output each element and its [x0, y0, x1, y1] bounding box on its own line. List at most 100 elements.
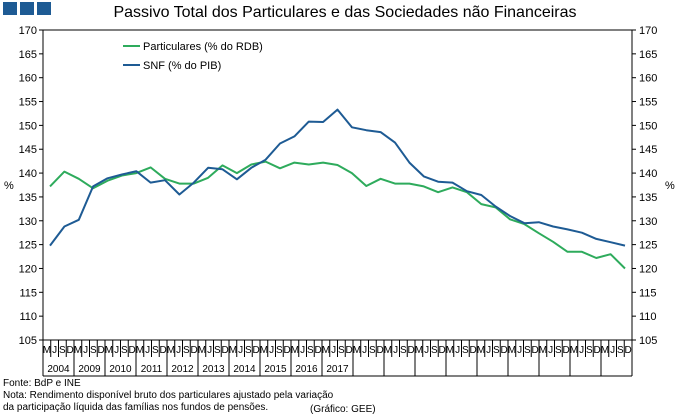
quarter-label: M	[508, 345, 516, 356]
quarter-label: M	[384, 345, 392, 356]
source-note: Fonte: BdP e INE	[3, 378, 81, 389]
quarter-label: S	[121, 345, 128, 356]
quarter-label: D	[160, 345, 167, 356]
y-tick-label-left: 155	[19, 97, 37, 109]
logo-square-2	[20, 2, 34, 15]
quarter-label: D	[594, 345, 601, 356]
legend-label: Particulares (% do RDB)	[143, 41, 263, 53]
quarter-label: J	[424, 345, 429, 356]
quarter-label: J	[83, 345, 88, 356]
quarter-label: J	[548, 345, 553, 356]
quarter-label: M	[105, 345, 113, 356]
quarter-label: M	[43, 345, 51, 356]
quarter-label: D	[253, 345, 260, 356]
quarter-label: M	[260, 345, 268, 356]
y-tick-label-left: 150	[19, 120, 37, 132]
quarter-label: M	[539, 345, 547, 356]
year-label: 2011	[141, 364, 163, 375]
y-tick-label-left: 170	[19, 25, 37, 37]
y-axis-label-right: %	[665, 180, 675, 192]
quarter-label: S	[152, 345, 159, 356]
quarter-label: M	[167, 345, 175, 356]
quarter-label: D	[377, 345, 384, 356]
quarter-label: D	[191, 345, 198, 356]
quarter-label: M	[601, 345, 609, 356]
quarter-label: M	[415, 345, 423, 356]
quarter-label: S	[369, 345, 376, 356]
series-line-snf	[49, 108, 626, 247]
quarter-label: D	[222, 345, 229, 356]
year-label: 2013	[202, 364, 225, 375]
quarter-label: J	[145, 345, 150, 356]
quarter-label: J	[455, 345, 460, 356]
quarter-label: S	[400, 345, 407, 356]
y-tick-label-left: 160	[19, 73, 37, 85]
quarter-label: J	[300, 345, 305, 356]
y-tick-label-right: 105	[639, 335, 657, 347]
quarter-label: S	[586, 345, 593, 356]
quarter-label: J	[331, 345, 336, 356]
y-tick-label-right: 135	[639, 192, 657, 204]
quarter-label: S	[214, 345, 221, 356]
logo-square-1	[3, 2, 17, 15]
quarter-label: J	[176, 345, 181, 356]
quarter-label: S	[493, 345, 500, 356]
y-tick-label-right: 145	[639, 144, 657, 156]
quarter-label: M	[322, 345, 330, 356]
year-label: 2014	[233, 364, 256, 375]
quarter-label: M	[570, 345, 578, 356]
quarter-label: D	[284, 345, 291, 356]
quarter-label: J	[207, 345, 212, 356]
y-tick-label-left: 130	[19, 216, 37, 228]
quarter-label: S	[431, 345, 438, 356]
year-label: 2010	[109, 364, 132, 375]
year-label: 2015	[264, 364, 287, 375]
y-tick-label-left: 105	[19, 335, 37, 347]
y-tick-label-left: 110	[19, 311, 37, 323]
quarter-label: D	[563, 345, 570, 356]
quarter-label: J	[114, 345, 119, 356]
quarter-label: D	[532, 345, 539, 356]
year-label: 2017	[326, 364, 349, 375]
quarter-label: D	[439, 345, 446, 356]
brand-logo	[3, 2, 51, 15]
quarter-label: M	[229, 345, 237, 356]
quarter-label: J	[517, 345, 522, 356]
y-tick-label-right: 110	[639, 311, 657, 323]
quarter-label: D	[98, 345, 105, 356]
quarter-label: D	[346, 345, 353, 356]
y-tick-label-left: 145	[19, 144, 37, 156]
quarter-label: D	[501, 345, 508, 356]
chart-title: Passivo Total dos Particulares e das Soc…	[113, 4, 577, 21]
quarter-label: J	[362, 345, 367, 356]
quarter-label: D	[315, 345, 322, 356]
quarter-label: J	[238, 345, 243, 356]
quarter-label: S	[338, 345, 345, 356]
quarter-label: S	[276, 345, 283, 356]
chart-credit: (Gráfico: GEE)	[310, 404, 376, 415]
quarter-label: J	[52, 345, 57, 356]
logo-square-3	[37, 2, 51, 15]
year-label: 2004	[47, 364, 70, 375]
y-tick-label-right: 140	[639, 168, 657, 180]
y-tick-label-left: 125	[19, 240, 37, 252]
y-tick-label-left: 165	[19, 49, 37, 61]
quarter-label: D	[408, 345, 415, 356]
quarter-label: S	[462, 345, 469, 356]
quarter-label: J	[269, 345, 274, 356]
quarter-label: S	[617, 345, 624, 356]
year-label: 2016	[295, 364, 318, 375]
quarter-label: M	[198, 345, 206, 356]
quarter-label: D	[67, 345, 74, 356]
quarter-label: J	[393, 345, 398, 356]
y-tick-label-right: 160	[639, 73, 657, 85]
y-tick-label-right: 120	[639, 263, 657, 275]
chart-area: 105 105 110 110 115 115 120 120 125 125 130 130 135 1…	[4, 25, 675, 377]
quarter-label: S	[245, 345, 252, 356]
quarter-label: D	[625, 345, 632, 356]
quarter-label: J	[579, 345, 584, 356]
quarter-label: S	[183, 345, 190, 356]
quarter-label: S	[307, 345, 314, 356]
quarter-label: S	[59, 345, 66, 356]
quarter-label: M	[446, 345, 454, 356]
